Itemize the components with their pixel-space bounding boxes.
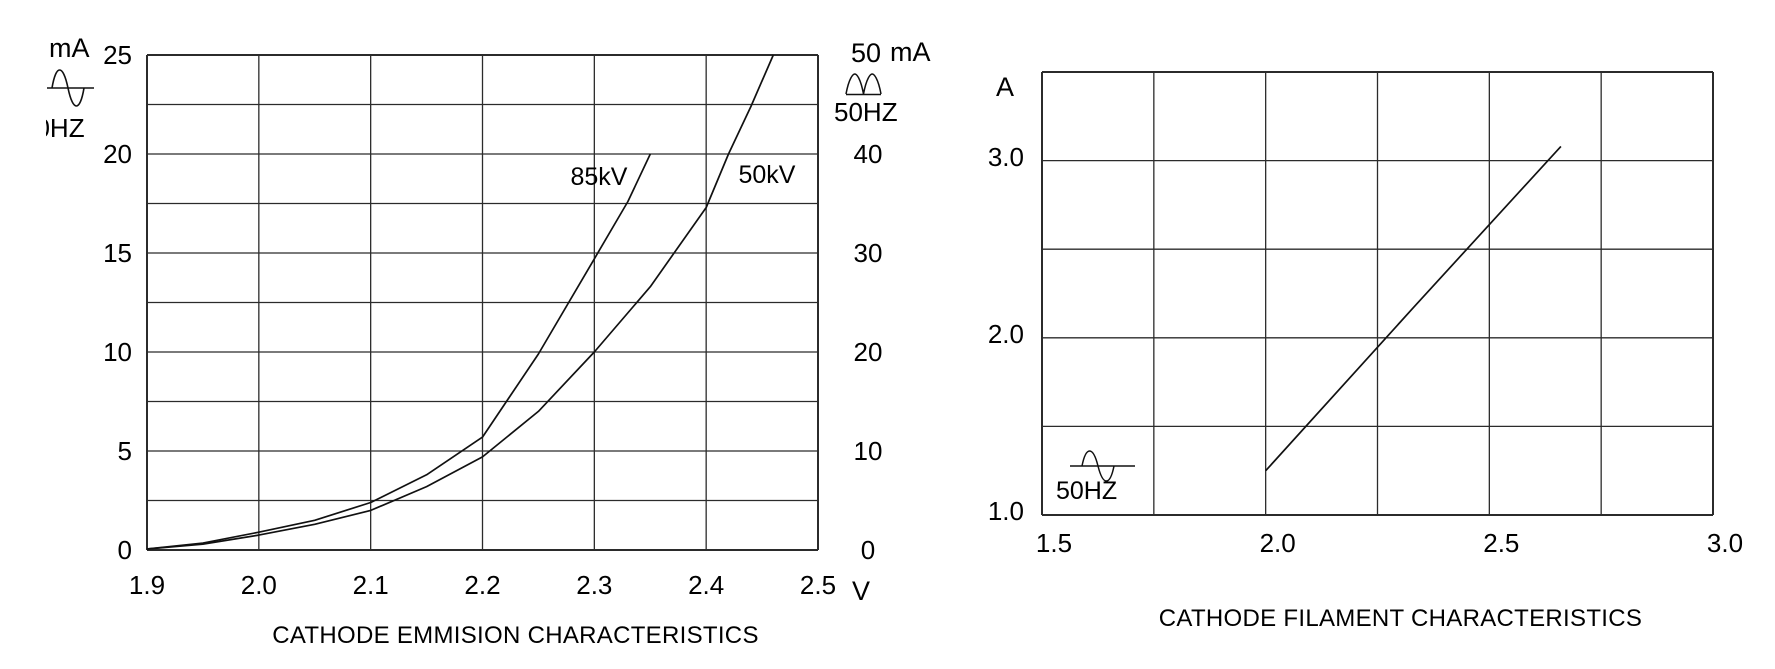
emission-y-tick-left: 5 xyxy=(117,436,132,466)
filament-y-tick: 2.0 xyxy=(987,318,1024,349)
emission-right-axis-unit: mA xyxy=(890,37,931,67)
series-filament-current xyxy=(1265,145,1562,472)
emission-x-tick: 2.4 xyxy=(688,570,725,600)
filament-x-tick: 3.0 xyxy=(1706,528,1744,558)
emission-right-axis-top-value: 50 xyxy=(851,38,882,68)
curve-label-50kv: 50kV xyxy=(738,161,796,189)
filament-x-tick: 2.0 xyxy=(1259,528,1296,558)
emission-chart-plot xyxy=(146,54,819,551)
emission-x-tick: 2.3 xyxy=(576,570,613,600)
emission-chart: mA 50HZ 50 mA 50HZ 85kV 50kV V CATHODE E… xyxy=(46,33,931,649)
emission-y-tick-right: 10 xyxy=(853,436,883,466)
sine-wave-icon xyxy=(1070,450,1135,482)
curve-label-85kv: 85kV xyxy=(570,163,628,191)
emission-y-tick-right: 30 xyxy=(853,238,883,268)
emission-chart-title: CATHODE EMMISION CHARACTERISTICS xyxy=(272,622,759,649)
filament-chart-plot xyxy=(1041,71,1714,516)
emission-x-tick: 1.9 xyxy=(128,570,166,600)
full-wave-rectified-icon xyxy=(845,73,882,96)
filament-x-tick: 1.5 xyxy=(1035,528,1073,558)
filament-y-tick: 1.0 xyxy=(987,496,1024,526)
emission-y-tick-left: 15 xyxy=(103,238,132,268)
series-50kV xyxy=(146,54,775,550)
emission-x-tick: 2.1 xyxy=(352,570,389,600)
emission-y-tick-left: 25 xyxy=(103,40,132,70)
emission-x-tick: 2.5 xyxy=(799,570,837,600)
emission-x-axis-unit: V xyxy=(852,576,871,606)
filament-chart: A 50HZ CATHODE FILAMENT CHARACTERISTICS … xyxy=(900,0,1775,669)
emission-y-tick-right: 20 xyxy=(853,337,883,367)
filament-frequency-label: 50HZ xyxy=(1056,477,1118,505)
emission-left-axis-frequency-label: 50HZ xyxy=(46,116,85,143)
emission-right-axis-frequency-label: 50HZ xyxy=(834,97,898,127)
series-85kV xyxy=(146,153,652,550)
filament-y-tick: 3.0 xyxy=(987,141,1024,172)
filament-y-axis-unit: A xyxy=(996,72,1015,102)
emission-y-tick-right: 0 xyxy=(860,535,876,565)
emission-x-tick: 2.2 xyxy=(464,570,501,600)
emission-x-tick: 2.0 xyxy=(240,570,277,600)
emission-y-tick-right: 40 xyxy=(853,139,883,169)
emission-y-tick-left: 0 xyxy=(117,535,132,565)
emission-y-tick-left: 20 xyxy=(103,139,132,169)
emission-y-tick-left: 10 xyxy=(103,337,132,367)
filament-chart-title: CATHODE FILAMENT CHARACTERISTICS xyxy=(1158,605,1643,632)
emission-left-axis-unit: mA xyxy=(49,33,90,63)
sine-wave-icon xyxy=(47,69,94,107)
filament-x-tick: 2.5 xyxy=(1483,528,1520,558)
